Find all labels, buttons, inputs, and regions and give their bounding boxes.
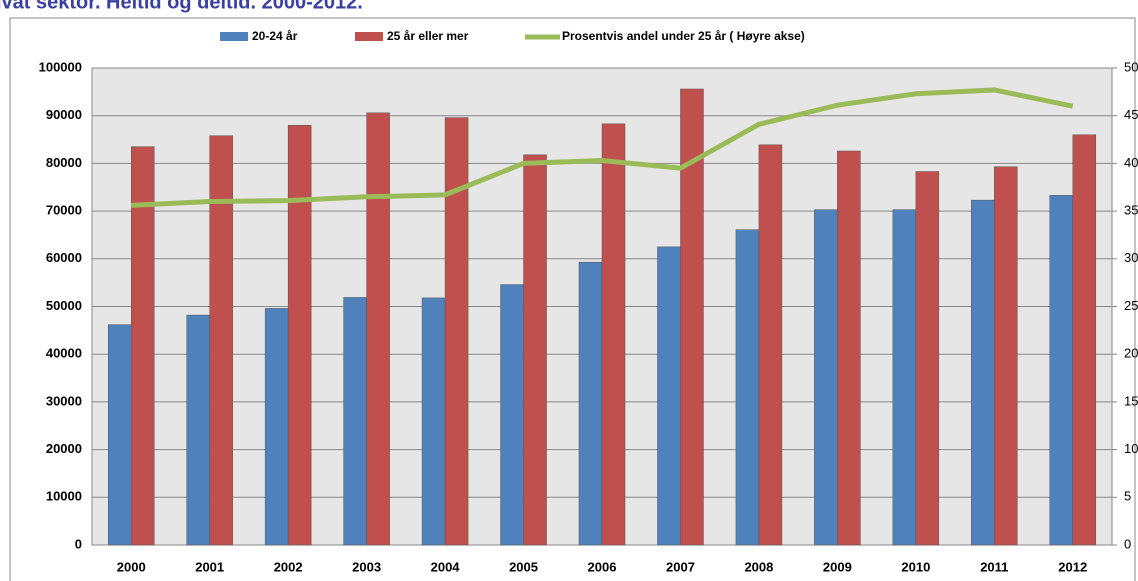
x-tick-label: 2006 xyxy=(588,559,617,574)
y-tick-label: 30000 xyxy=(46,393,82,408)
y2-tick-label: 5 xyxy=(1124,489,1131,504)
y-tick-label: 0 xyxy=(75,536,82,551)
y-tick-label: 10000 xyxy=(46,489,82,504)
line xyxy=(131,87,1074,208)
legend-label: 20-24 år xyxy=(252,29,298,43)
bar xyxy=(657,246,681,546)
bar xyxy=(186,314,210,546)
y-tick-label: 70000 xyxy=(46,203,82,218)
y2-tick-label: 50 xyxy=(1124,59,1138,74)
bar xyxy=(523,154,547,546)
y-tick-label: 100000 xyxy=(39,59,82,74)
x-tick-label: 2012 xyxy=(1058,559,1087,574)
bar xyxy=(287,124,312,546)
y2-tick-label: 0 xyxy=(1124,536,1131,551)
bar xyxy=(837,150,861,546)
y2-tick-label: 15 xyxy=(1124,393,1138,408)
bar xyxy=(601,123,626,546)
bar xyxy=(735,229,760,546)
y-tick-label: 80000 xyxy=(46,155,82,170)
y2-tick-label: 10 xyxy=(1124,441,1138,456)
y2-tick-label: 30 xyxy=(1124,250,1138,265)
y2-tick-label: 45 xyxy=(1124,107,1138,122)
bar xyxy=(343,297,367,546)
legend-label: Prosentvis andel under 25 år ( Høyre aks… xyxy=(562,29,805,43)
x-tick-label: 2000 xyxy=(117,559,146,574)
y-tick-label: 50000 xyxy=(46,298,82,313)
bar xyxy=(107,324,132,546)
legend-swatch xyxy=(355,32,383,41)
x-tick-label: 2007 xyxy=(666,559,695,574)
y2-tick-label: 20 xyxy=(1124,346,1138,361)
x-tick-label: 2010 xyxy=(901,559,930,574)
bar xyxy=(264,308,289,546)
y-tick-label: 60000 xyxy=(46,250,82,265)
chart-title: ivat sektor. Heltid og deltid. 2000-2012… xyxy=(0,0,363,13)
bar xyxy=(444,117,469,546)
bar xyxy=(1072,134,1097,546)
bar xyxy=(680,88,704,546)
bar xyxy=(892,209,917,546)
y2-tick-label: 25 xyxy=(1124,298,1138,313)
y-tick-label: 40000 xyxy=(46,346,82,361)
x-tick-label: 2009 xyxy=(823,559,852,574)
x-tick-label: 2011 xyxy=(980,559,1008,574)
bar xyxy=(500,284,524,546)
bar xyxy=(915,171,940,546)
y2-tick-label: 35 xyxy=(1124,203,1138,218)
bar xyxy=(130,146,155,546)
x-tick-label: 2008 xyxy=(744,559,773,574)
bar xyxy=(814,209,838,546)
bar xyxy=(971,199,995,546)
bar xyxy=(366,112,390,546)
x-tick-label: 2001 xyxy=(195,559,224,574)
x-tick-label: 2002 xyxy=(274,559,303,574)
y-tick-label: 20000 xyxy=(46,441,82,456)
bar xyxy=(209,135,233,546)
y2-tick-label: 40 xyxy=(1124,155,1138,170)
x-tick-label: 2003 xyxy=(352,559,381,574)
legend-label: 25 år eller mer xyxy=(387,29,469,43)
bar xyxy=(421,297,446,546)
bar xyxy=(994,166,1018,546)
x-tick-label: 2004 xyxy=(431,559,461,574)
legend-swatch xyxy=(220,32,248,41)
bar xyxy=(758,144,783,546)
bar xyxy=(1049,195,1074,546)
y-tick-label: 90000 xyxy=(46,107,82,122)
bar xyxy=(578,261,603,546)
x-tick-label: 2005 xyxy=(509,559,538,574)
